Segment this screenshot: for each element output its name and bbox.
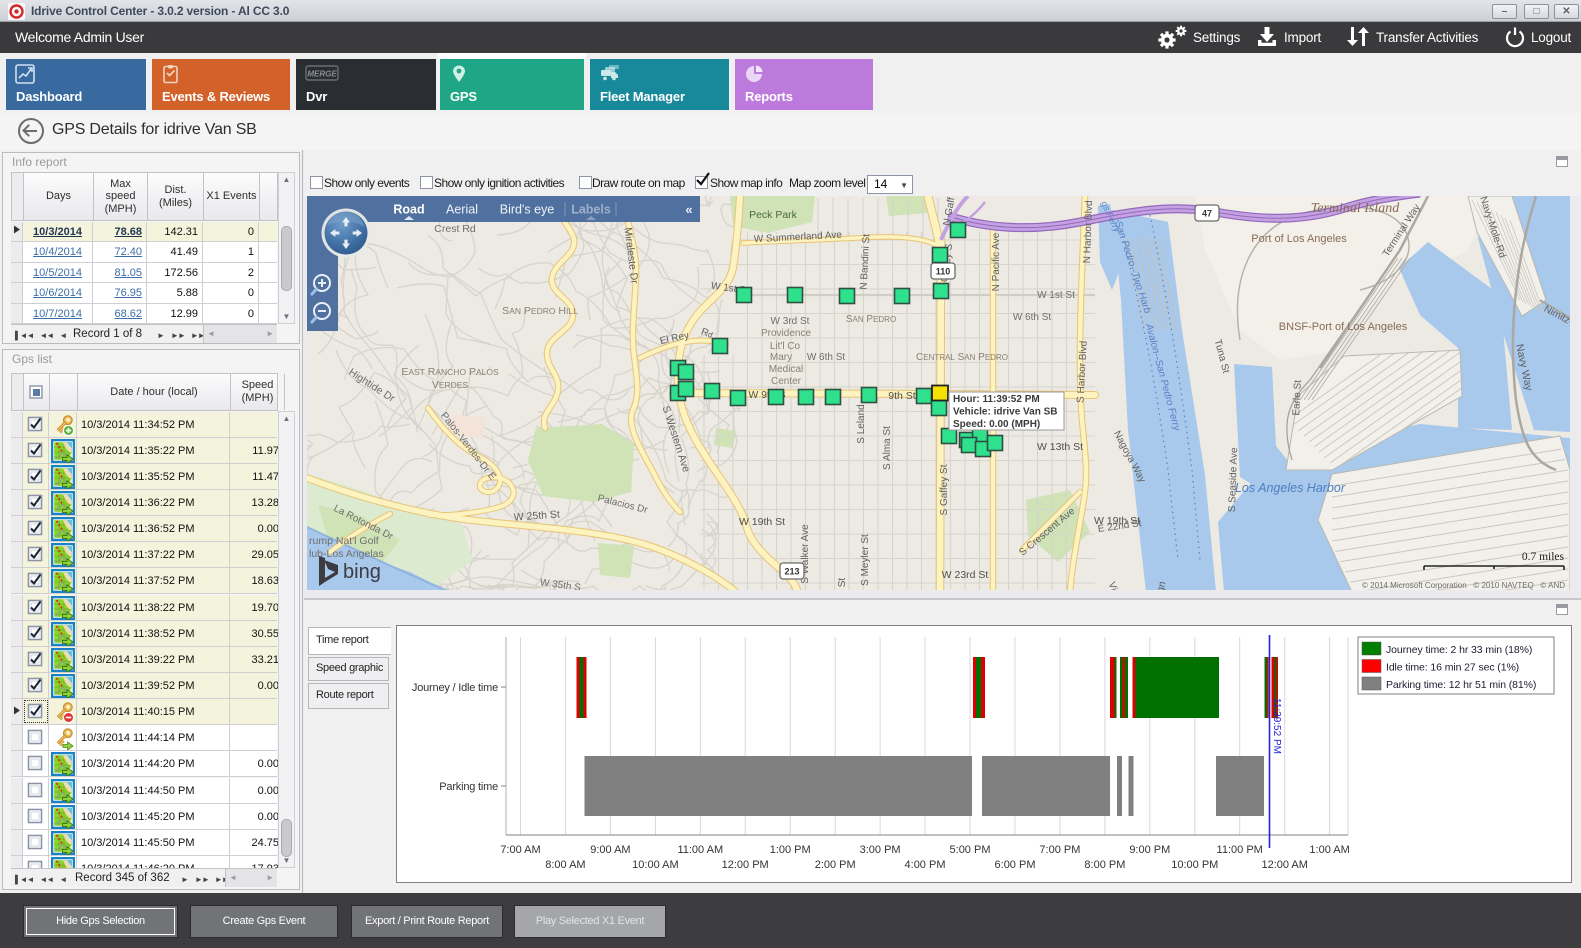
svg-text:N Pacific Ave: N Pacific Ave	[991, 232, 1002, 291]
svg-text:«: «	[685, 202, 692, 217]
svg-text:S Seaside Ave: S Seaside Ave	[1227, 447, 1240, 513]
svg-text:9th St: 9th St	[888, 390, 916, 402]
svg-text:Parking time: Parking time	[439, 781, 498, 793]
svg-text:MERGE: MERGE	[307, 70, 337, 79]
svg-text:12:00 AM: 12:00 AM	[1261, 859, 1307, 871]
svg-text:213: 213	[784, 567, 799, 577]
svg-text:S Gaffey St: S Gaffey St	[939, 464, 950, 515]
svg-text:S Alma St: S Alma St	[882, 426, 893, 470]
svg-text:11:00 AM: 11:00 AM	[677, 844, 723, 856]
svg-text:bing: bing	[343, 561, 381, 583]
svg-text:6:00 PM: 6:00 PM	[995, 859, 1036, 871]
svg-text:N Bandini St: N Bandini St	[859, 234, 873, 290]
svg-text:47: 47	[1202, 209, 1212, 219]
svg-text:9:00 AM: 9:00 AM	[590, 844, 630, 856]
svg-text:S Harbor Blvd: S Harbor Blvd	[1075, 340, 1089, 403]
svg-text:Los Angeles Harbor: Los Angeles Harbor	[1235, 481, 1346, 495]
svg-text:S Walker Ave: S Walker Ave	[800, 524, 811, 584]
svg-text:Providence: Providence	[761, 328, 811, 339]
svg-text:W Summerland Ave: W Summerland Ave	[754, 230, 843, 246]
svg-text:yler St: yler St	[837, 578, 848, 590]
svg-text:Aerial: Aerial	[446, 203, 478, 217]
svg-text:Terminal Island: Terminal Island	[1311, 201, 1401, 216]
svg-text:Mary: Mary	[770, 352, 792, 363]
svg-text:9:00 PM: 9:00 PM	[1129, 844, 1170, 856]
svg-text:Earle St: Earle St	[1291, 380, 1304, 416]
svg-text:10:00 PM: 10:00 PM	[1171, 859, 1218, 871]
svg-text:0.7 miles: 0.7 miles	[1522, 551, 1565, 563]
svg-text:Crest Rd: Crest Rd	[434, 223, 476, 235]
svg-text:VERDES: VERDES	[432, 379, 469, 391]
svg-text:Hour: 11:39:52 PM: Hour: 11:39:52 PM	[953, 394, 1040, 405]
svg-text:7:00 PM: 7:00 PM	[1039, 844, 1080, 856]
svg-text:Journey time: 2 hr 33 min (18%: Journey time: 2 hr 33 min (18%)	[1386, 644, 1532, 656]
svg-text:© 2014 Microsoft Corporation: © 2014 Microsoft Corporation © 2010 NAVT…	[1362, 581, 1565, 590]
svg-text:Labels: Labels	[571, 203, 611, 217]
svg-text:W 6th St: W 6th St	[1013, 312, 1052, 323]
svg-text:3:00 PM: 3:00 PM	[860, 844, 901, 856]
svg-text:W 1st St: W 1st St	[1037, 290, 1075, 301]
svg-text:lub-Los Angelas: lub-Los Angelas	[309, 548, 384, 560]
svg-text:7:00 AM: 7:00 AM	[500, 844, 540, 856]
svg-text:8:00 AM: 8:00 AM	[545, 859, 585, 871]
svg-text:Via: Via	[1106, 581, 1121, 590]
svg-text:W 13th St: W 13th St	[1037, 441, 1083, 453]
svg-text:rump Nat'l Golf: rump Nat'l Golf	[309, 535, 379, 547]
svg-text:SAN PEDRO HILL: SAN PEDRO HILL	[502, 305, 578, 317]
svg-text:1:00 PM: 1:00 PM	[770, 844, 811, 856]
svg-text:Lit'l Co: Lit'l Co	[770, 341, 801, 352]
svg-text:11:00 PM: 11:00 PM	[1217, 844, 1263, 856]
svg-text:CENTRAL SAN PEDRO: CENTRAL SAN PEDRO	[916, 352, 1008, 363]
svg-text:4:00 PM: 4:00 PM	[905, 859, 946, 871]
svg-text:Rd: Rd	[699, 326, 714, 340]
svg-text:Speed: 0.00 (MPH): Speed: 0.00 (MPH)	[953, 419, 1040, 430]
svg-text:Medical: Medical	[769, 364, 803, 375]
svg-text:W 6th St: W 6th St	[807, 352, 846, 363]
svg-text:SAN PEDRO: SAN PEDRO	[846, 314, 896, 325]
svg-text:Road: Road	[393, 203, 424, 217]
svg-text:W 25th St: W 25th St	[513, 508, 560, 523]
svg-text:11:39:52 PM: 11:39:52 PM	[1271, 698, 1282, 754]
svg-text:Sign: Sign	[1153, 580, 1169, 590]
svg-text:1:00 AM: 1:00 AM	[1309, 844, 1349, 856]
svg-text:S Leland: S Leland	[856, 404, 867, 443]
svg-text:110: 110	[936, 267, 951, 277]
svg-text:N Harbor Blvd: N Harbor Blvd	[1082, 200, 1095, 263]
svg-text:W 3rd St: W 3rd St	[771, 316, 810, 327]
svg-text:EAST RANCHO PALOS: EAST RANCHO PALOS	[401, 366, 499, 378]
svg-text:8:00 PM: 8:00 PM	[1084, 859, 1125, 871]
svg-text:Vehicle: idrive Van SB: Vehicle: idrive Van SB	[953, 407, 1058, 418]
svg-text:Idle time: 16 min 27 sec (1%): Idle time: 16 min 27 sec (1%)	[1386, 662, 1519, 674]
svg-text:W 19th St: W 19th St	[1094, 515, 1140, 527]
svg-text:12:00 PM: 12:00 PM	[722, 859, 769, 871]
svg-text:W 19th St: W 19th St	[739, 516, 785, 528]
svg-text:W 23rd St: W 23rd St	[942, 569, 989, 581]
svg-text:BNSF-Port of Los Angeles: BNSF-Port of Los Angeles	[1279, 321, 1408, 333]
svg-text:Center: Center	[771, 376, 802, 387]
svg-text:Bird's eye: Bird's eye	[500, 203, 555, 217]
svg-text:S Meyler St: S Meyler St	[860, 534, 871, 586]
svg-text:5:00 PM: 5:00 PM	[950, 844, 991, 856]
svg-text:2:00 PM: 2:00 PM	[815, 859, 856, 871]
svg-text:10:00 AM: 10:00 AM	[632, 859, 678, 871]
svg-text:Parking time: 12 hr 51 min (81: Parking time: 12 hr 51 min (81%)	[1386, 679, 1536, 691]
svg-text:N Gaff: N Gaff	[942, 196, 958, 226]
svg-text:Journey / Idle time: Journey / Idle time	[412, 682, 498, 694]
svg-text:Port of Los Angeles: Port of Los Angeles	[1251, 233, 1347, 245]
svg-text:Peck Park: Peck Park	[749, 209, 798, 221]
